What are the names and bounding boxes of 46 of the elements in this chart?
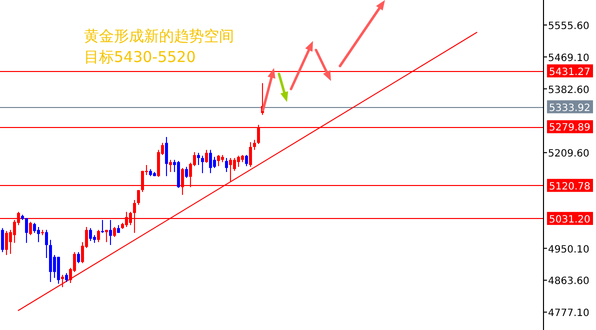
candlestick [249,142,252,168]
annotation: 黄金形成新的趋势空间 [84,27,234,45]
candlestick [33,222,36,234]
candlestick [113,226,116,238]
candlestick [213,156,216,168]
candlestick [229,158,232,182]
y-tick-label: 4950.10 [548,244,590,256]
candlestick [185,166,188,178]
candlestick [205,149,208,164]
candlestick [253,139,256,150]
candlestick [209,149,212,174]
y-tick-label: 5382.60 [548,84,590,96]
y-tick-label: 4777.10 [548,308,590,320]
candlestick [197,152,200,166]
candlestick [245,154,248,167]
candlestick [233,158,236,172]
ref-line-label: 5333.92 [549,102,590,114]
y-tick-label: 4863.60 [548,276,590,288]
candlestick [225,158,228,173]
y-tick-label: 5209.60 [548,148,590,160]
y-tick-label: 5555.60 [548,21,590,32]
annotation: 目标5430-5520 [84,48,196,66]
y-tick-label: 5469.10 [548,52,590,64]
candlestick [217,154,220,167]
ref-line-label: 5279.89 [549,122,590,134]
candlestick [77,252,80,264]
candlestick [109,219,112,246]
candlestick [169,159,172,173]
candlestick [45,229,48,258]
candlestick [1,228,4,253]
candlestick [237,155,240,168]
candlestick [101,219,104,234]
candlestick [89,228,92,242]
candlestick [137,190,140,206]
ref-line-label: 5120.78 [549,181,590,192]
ref-line-label: 5031.20 [549,214,590,226]
ref-line-label: 5431.27 [549,66,590,78]
candlestick [97,229,100,243]
candlestick [57,256,60,284]
candlestick [25,218,28,244]
candlestick [5,230,8,256]
candlestick [37,226,40,243]
candlestick [157,149,160,178]
candlestick [165,136,168,177]
candlestick [201,155,204,174]
candlestick [29,221,32,236]
